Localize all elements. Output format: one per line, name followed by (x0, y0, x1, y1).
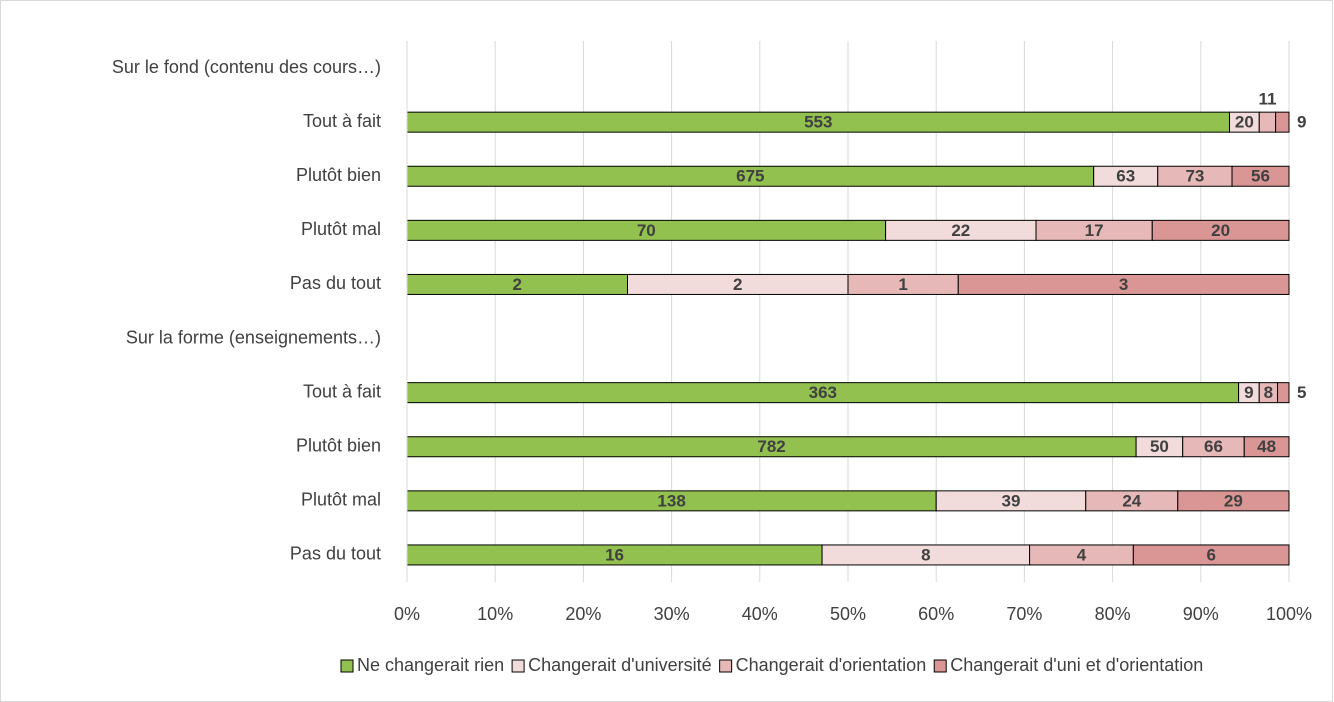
bar-segment (1177, 490, 1290, 512)
value-label: 24 (1122, 491, 1141, 510)
bar-segment (1277, 382, 1290, 404)
bar-segment (1151, 219, 1290, 241)
y-tick-label: Tout à fait (303, 111, 381, 131)
legend-label: Changerait d'université (528, 655, 712, 675)
legend-label: Changerait d'uni et d'orientation (950, 655, 1203, 675)
value-label: 363 (809, 383, 837, 402)
value-label: 3 (1119, 275, 1128, 294)
value-label: 63 (1116, 167, 1135, 186)
y-tick-label: Plutôt bien (296, 165, 381, 185)
bar-segment (1275, 111, 1290, 133)
y-tick-label: Pas du tout (290, 273, 381, 293)
value-label: 66 (1204, 437, 1223, 456)
legend-swatch (719, 659, 733, 673)
value-label: 5 (1297, 383, 1306, 402)
value-label: 50 (1150, 437, 1169, 456)
y-tick-label: Plutôt bien (296, 436, 381, 456)
legend-swatch (340, 659, 354, 673)
x-tick-label: 90% (1183, 604, 1219, 624)
value-label: 782 (757, 437, 785, 456)
value-label: 9 (1244, 383, 1253, 402)
x-tick-label: 100% (1266, 604, 1312, 624)
value-label: 73 (1185, 167, 1204, 186)
x-tick-label: 0% (394, 604, 420, 624)
x-tick-label: 30% (654, 604, 690, 624)
value-label: 4 (1077, 545, 1087, 564)
bar-segment (1231, 165, 1290, 187)
x-tick-label: 40% (742, 604, 778, 624)
legend-label: Changerait d'orientation (736, 655, 927, 675)
x-tick-label: 20% (565, 604, 601, 624)
value-label: 22 (951, 221, 970, 240)
legend-label: Ne changerait rien (357, 655, 504, 675)
x-tick-label: 70% (1006, 604, 1042, 624)
bar-segment (1243, 436, 1290, 458)
x-tick-label: 60% (918, 604, 954, 624)
value-label: 1 (898, 275, 907, 294)
value-label: 20 (1235, 113, 1254, 132)
value-label: 9 (1297, 113, 1306, 132)
value-label: 138 (657, 491, 685, 510)
value-label: 17 (1085, 221, 1104, 240)
value-label: 16 (605, 545, 624, 564)
value-label: 8 (921, 545, 930, 564)
bar-segment (1258, 111, 1277, 133)
bar-segment (1132, 544, 1290, 566)
x-tick-label: 10% (477, 604, 513, 624)
y-tick-label: Tout à fait (303, 381, 381, 401)
value-label: 11 (1258, 90, 1276, 109)
y-tick-label: Plutôt mal (301, 490, 381, 510)
value-label: 2 (733, 275, 742, 294)
value-label: 70 (637, 221, 656, 240)
value-label: 8 (1264, 383, 1273, 402)
x-tick-label: 80% (1095, 604, 1131, 624)
value-label: 675 (736, 167, 764, 186)
legend-swatch (511, 659, 525, 673)
legend-swatch (933, 659, 947, 673)
y-tick-label: Plutôt mal (301, 219, 381, 239)
value-label: 29 (1224, 491, 1243, 510)
value-label: 6 (1206, 545, 1215, 564)
value-label: 2 (513, 275, 522, 294)
y-tick-label: Sur la forme (enseignements…) (126, 327, 381, 347)
value-label: 48 (1257, 437, 1276, 456)
value-label: 553 (804, 113, 832, 132)
bar-segment (957, 273, 1290, 295)
value-label: 56 (1251, 167, 1270, 186)
value-label: 39 (1002, 491, 1021, 510)
y-tick-label: Pas du tout (290, 544, 381, 564)
y-tick-label: Sur le fond (contenu des cours…) (112, 57, 381, 77)
x-tick-label: 50% (830, 604, 866, 624)
value-label: 20 (1211, 221, 1230, 240)
